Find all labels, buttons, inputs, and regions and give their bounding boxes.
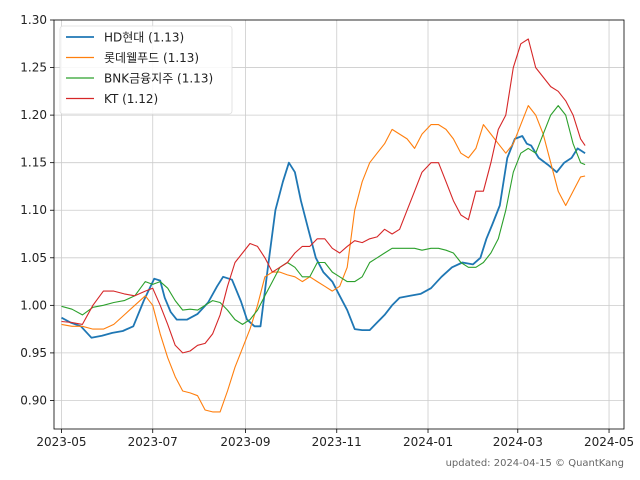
legend: HD현대 (1.13) 롯데웰푸드 (1.13) BNK금융지주 (1.13) KT … [59, 25, 233, 115]
y-tick-label: 1.15 [20, 156, 47, 170]
series-line-1 [61, 135, 586, 339]
grid [54, 19, 624, 429]
y-tick-label: 0.90 [20, 393, 47, 407]
series-line-4 [61, 38, 586, 354]
y-tick-label: 1.00 [20, 298, 47, 312]
legend-label-2: 롯데웰푸드 (1.13) [104, 51, 199, 65]
legend-label-3: BNK금융지주 (1.13) [104, 72, 213, 86]
y-tick-label: 1.10 [20, 203, 47, 217]
y-tick-label: 1.20 [20, 108, 47, 122]
series-line-3 [61, 105, 586, 325]
legend-label-1: HD현대 (1.13) [104, 31, 184, 45]
x-tick-label: 2023-09 [220, 435, 270, 449]
series-group [61, 38, 586, 413]
x-axis: 2023-05 2023-07 2023-09 2023-11 2024-01 2024-… [36, 429, 634, 449]
footer-credit: updated: 2024-04-15 © QuantKang [445, 458, 624, 469]
plot-frame [53, 19, 625, 430]
series-line-2 [61, 105, 586, 413]
legend-label-4: KT (1.12) [104, 92, 158, 106]
y-tick-label: 1.30 [20, 13, 47, 27]
y-axis: 0.90 0.95 1.00 1.05 1.10 1.15 1.20 1.25 1.30 [20, 13, 54, 407]
legend-box [59, 25, 233, 115]
x-tick-label: 2023-11 [312, 435, 362, 449]
x-tick-label: 2024-01 [403, 435, 453, 449]
y-tick-label: 1.25 [20, 61, 47, 75]
y-tick-label: 1.05 [20, 251, 47, 265]
x-tick-label: 2024-03 [493, 435, 543, 449]
y-tick-label: 0.95 [20, 346, 47, 360]
x-tick-label: 2023-07 [128, 435, 178, 449]
x-tick-label: 2023-05 [36, 435, 86, 449]
x-tick-label: 2024-05 [584, 435, 634, 449]
